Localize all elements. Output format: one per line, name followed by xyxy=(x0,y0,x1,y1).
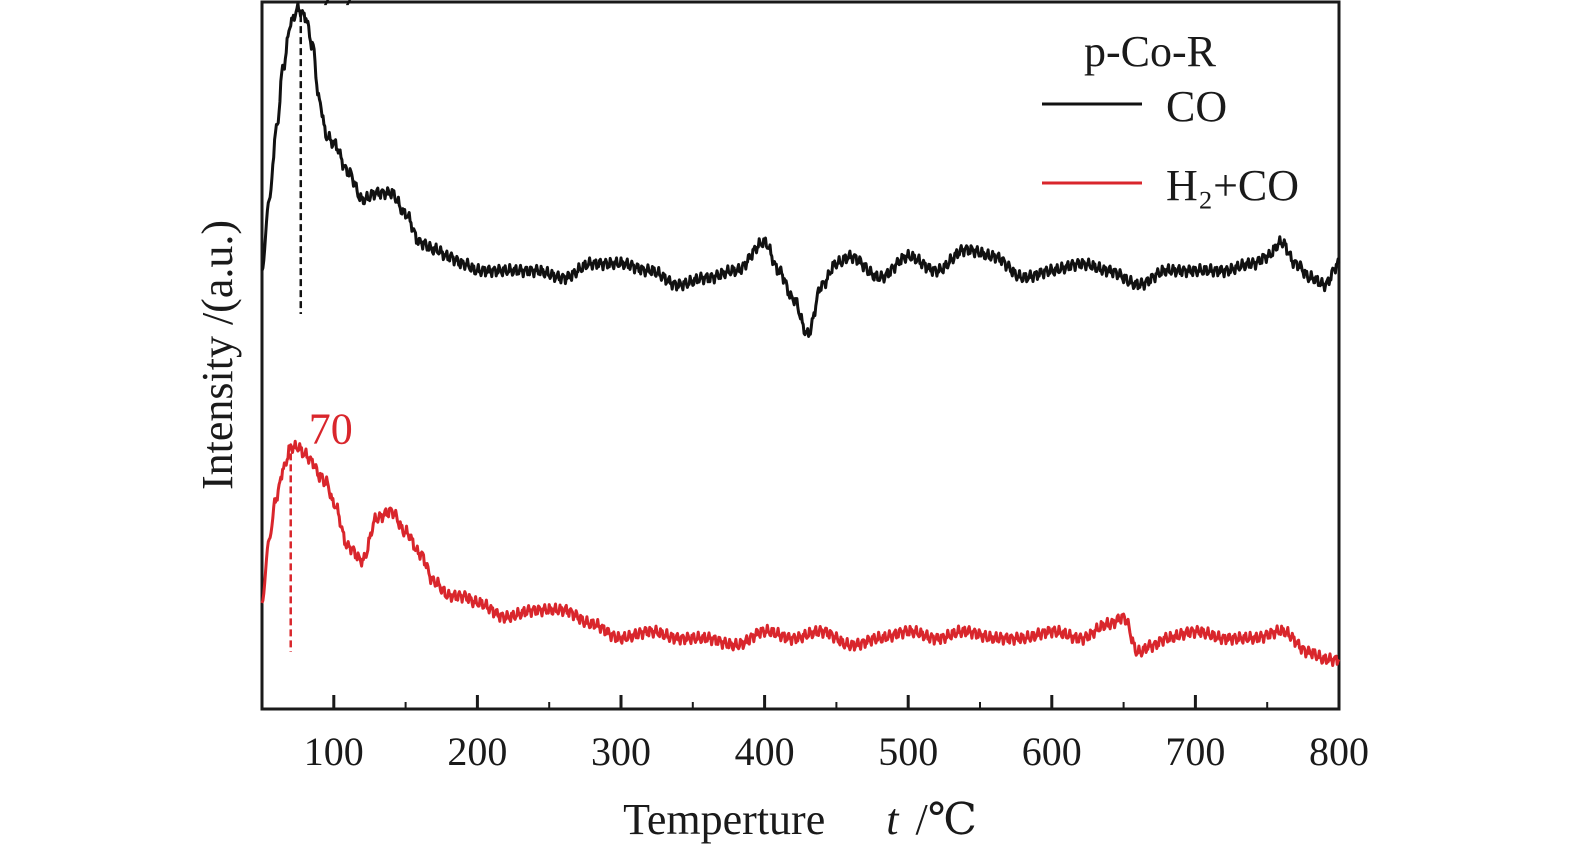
x-tick-label-700: 700 xyxy=(1165,729,1225,774)
series-group xyxy=(260,1,1341,667)
x-tick-label-800: 800 xyxy=(1309,729,1369,774)
x-tick-label-600: 600 xyxy=(1022,729,1082,774)
series-line-0 xyxy=(260,1,1341,338)
x-tick-label-500: 500 xyxy=(878,729,938,774)
series-line-1 xyxy=(260,439,1341,667)
x-axis-title-text: Temperture xyxy=(623,795,825,844)
x-axis-title-unit: /℃ xyxy=(915,795,976,844)
x-axis-title: Temperture t /℃ xyxy=(623,795,977,844)
plot-frame xyxy=(260,0,1341,711)
legend-title: p-Co-R xyxy=(1084,27,1217,76)
legend-label-h2-co: H₂+CO xyxy=(1166,161,1299,210)
x-tick-label-100: 100 xyxy=(304,729,364,774)
x-axis-ticks: 100 200 300 400 500 600 700 800 xyxy=(304,695,1369,774)
x-tick-label-300: 300 xyxy=(591,729,651,774)
peak-annotations: 77 70 xyxy=(289,0,363,652)
peak-label-1: 70 xyxy=(309,404,353,453)
x-tick-label-400: 400 xyxy=(735,729,795,774)
legend-label-co: CO xyxy=(1166,82,1227,131)
x-tick-label-200: 200 xyxy=(447,729,507,774)
y-axis-title: Intensity /(a.u.) xyxy=(193,220,242,490)
legend: p-Co-R CO H₂+CO xyxy=(1042,27,1299,210)
peak-label-0: 77 xyxy=(319,0,363,15)
x-axis-title-symbol: t xyxy=(886,795,900,844)
